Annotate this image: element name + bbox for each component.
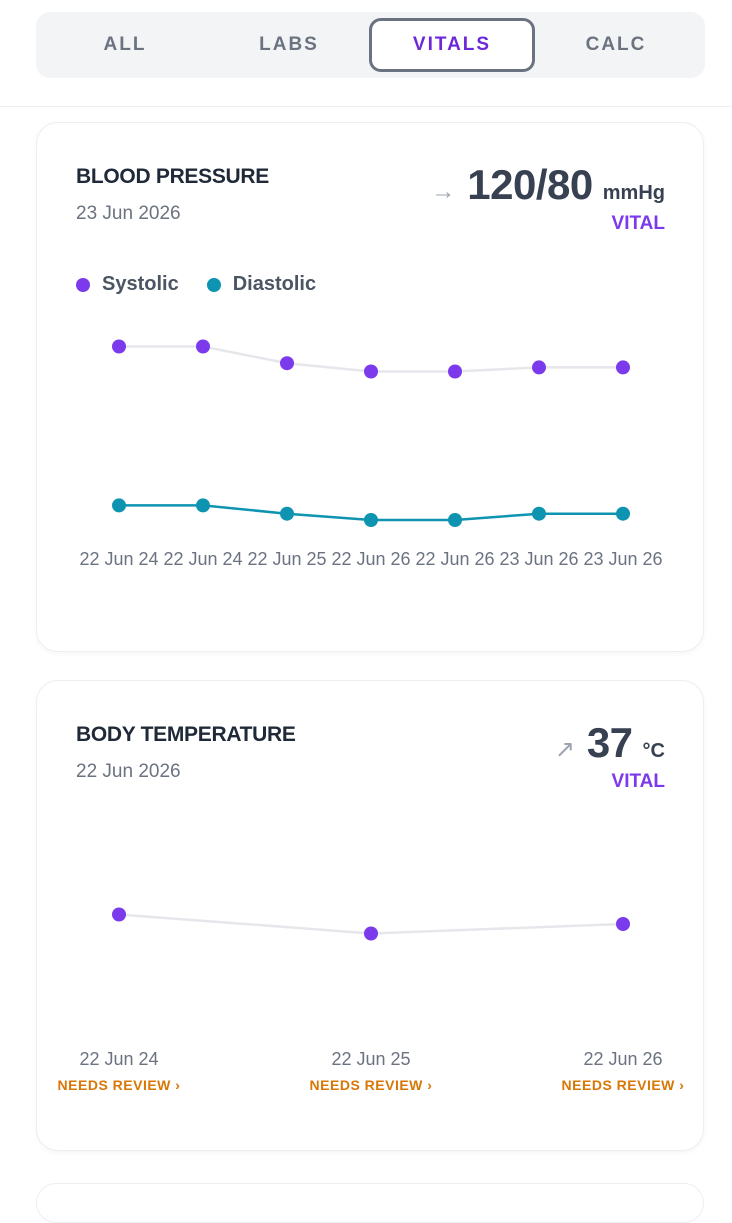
tab-calc[interactable]: CALC <box>585 34 647 55</box>
data-point <box>196 498 210 513</box>
data-point <box>616 506 630 521</box>
body-temperature-chart <box>112 907 630 941</box>
x-tick-label: 22 Jun 24 <box>79 549 159 569</box>
category-tag: VITAL <box>611 771 665 792</box>
data-point <box>364 513 378 527</box>
reading-unit: mmHg <box>602 182 665 204</box>
card-date: 22 Jun 2026 <box>76 761 181 782</box>
card-date: 23 Jun 2026 <box>76 203 181 224</box>
tab-bar: ALL LABS VITALS CALC <box>36 12 705 78</box>
data-point <box>112 907 126 922</box>
legend-dot-systolic <box>76 277 90 292</box>
data-point <box>280 356 294 371</box>
data-point <box>364 364 378 379</box>
x-tick-label: 22 Jun 26 <box>583 1049 663 1069</box>
tab-vitals[interactable]: VITALS <box>369 18 535 72</box>
x-tick-label: 23 Jun 26 <box>583 549 663 569</box>
data-point <box>532 506 546 521</box>
x-tick-label: 22 Jun 24 <box>79 1049 159 1069</box>
data-point <box>196 339 210 354</box>
x-tick-label: 22 Jun 25 <box>247 549 327 569</box>
review-links: NEEDS REVIEW › NEEDS REVIEW › NEEDS REVIEW… <box>37 1077 705 1101</box>
x-tick-label: 22 Jun 25 <box>331 1049 411 1069</box>
needs-review-link[interactable]: NEEDS REVIEW › <box>561 1077 685 1093</box>
data-point <box>280 506 294 521</box>
x-tick-label: 22 Jun 26 <box>331 549 411 569</box>
next-card <box>36 1183 704 1223</box>
legend-dot-diastolic <box>206 277 221 292</box>
needs-review-link[interactable]: NEEDS REVIEW › <box>309 1077 433 1093</box>
x-tick-label: 23 Jun 26 <box>499 549 579 569</box>
x-tick-label: 22 Jun 26 <box>415 549 495 569</box>
blood-pressure-card[interactable]: BLOOD PRESSURE 23 Jun 2026 → 120/80 mmHg… <box>36 122 704 652</box>
legend-label: Diastolic <box>232 273 317 295</box>
reading-unit: °C <box>642 740 665 762</box>
data-point <box>364 926 378 941</box>
header-divider <box>0 106 732 107</box>
body-temperature-card[interactable]: BODY TEMPERATURE 22 Jun 2026 ↗ 37 °C VIT… <box>36 680 704 1151</box>
data-point <box>448 513 462 527</box>
blood-pressure-chart <box>112 339 630 527</box>
data-point <box>112 498 126 513</box>
tab-labs[interactable]: LABS <box>259 34 319 55</box>
tab-all[interactable]: ALL <box>103 34 147 55</box>
card-title: BLOOD PRESSURE <box>76 165 269 188</box>
reading-value: 120/80 <box>467 161 593 208</box>
reading-value: 37 <box>586 719 633 766</box>
needs-review-link[interactable]: NEEDS REVIEW › <box>57 1077 181 1093</box>
data-point <box>112 339 126 354</box>
card-title: BODY TEMPERATURE <box>76 723 296 746</box>
reading: ↗ 37 °C <box>555 719 665 767</box>
data-point <box>616 360 630 375</box>
data-point <box>616 917 630 931</box>
arrow-up-right-icon: ↗ <box>554 736 575 763</box>
legend-label: Systolic <box>102 273 179 295</box>
legend-item-diastolic: Diastolic <box>206 273 317 296</box>
x-axis-labels: 22 Jun 24 22 Jun 24 22 Jun 25 22 Jun 26 22 J… <box>37 549 705 573</box>
chart-legend: Systolic Diastolic <box>76 273 344 296</box>
x-tick-label: 22 Jun 24 <box>163 549 243 569</box>
category-tag: VITAL <box>611 213 665 234</box>
data-point <box>532 360 546 375</box>
reading: → 120/80 mmHg <box>431 161 665 209</box>
data-point <box>448 364 462 379</box>
x-axis-labels: 22 Jun 24 22 Jun 25 22 Jun 26 <box>37 1049 705 1073</box>
arrow-right-icon: → <box>431 178 456 205</box>
legend-item-systolic: Systolic <box>76 273 179 296</box>
